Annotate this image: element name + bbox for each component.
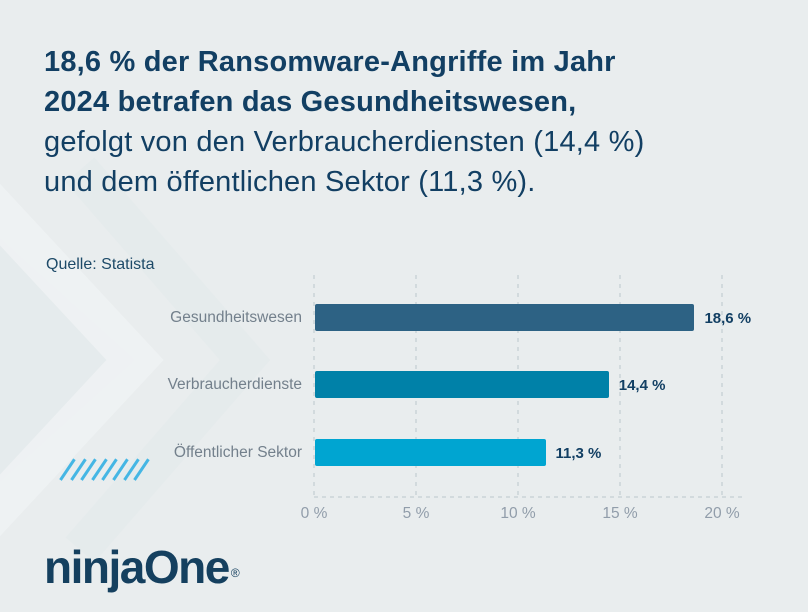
value-label: 11,3 %	[555, 445, 602, 462]
headline-line: und dem öffentlichen Sektor (11,3 %).	[44, 166, 536, 198]
x-axis-tick-label: 5 %	[402, 505, 430, 522]
headline: 18,6 % der Ransomware-Angriffe im Jahr 20…	[44, 42, 744, 202]
gridline	[721, 275, 723, 497]
bar	[315, 371, 609, 398]
axis-baseline	[314, 496, 746, 498]
registered-trademark-icon: ®	[230, 566, 240, 580]
gridline	[313, 275, 315, 497]
x-axis-tick-label: 20 %	[704, 505, 740, 522]
category-label: Öffentlicher Sektor	[173, 444, 302, 461]
gridline	[619, 275, 621, 497]
category-label: Verbraucherdienste	[167, 376, 302, 393]
bar	[315, 304, 695, 331]
logo-text: ninjaOne	[44, 541, 230, 593]
value-label: 18,6 %	[704, 310, 752, 327]
headline-line: gefolgt von den Verbraucherdiensten (14,…	[44, 126, 645, 158]
headline-line: 2024 betrafen das Gesundheitswesen,	[44, 86, 577, 118]
value-label: 14,4 %	[618, 377, 666, 394]
headline-line: 18,6 % der Ransomware-Angriffe im Jahr	[44, 46, 616, 78]
category-label: Gesundheitswesen	[170, 309, 302, 326]
bar	[315, 439, 546, 466]
x-axis-tick-label: 0 %	[300, 505, 328, 522]
slashes-decoration	[59, 456, 150, 482]
x-axis-tick-label: 10 %	[500, 505, 536, 522]
ninjaone-logo: ninjaOne ®	[44, 540, 240, 594]
source-label: Quelle: Statista	[46, 256, 155, 273]
x-axis-tick-label: 15 %	[602, 505, 638, 522]
